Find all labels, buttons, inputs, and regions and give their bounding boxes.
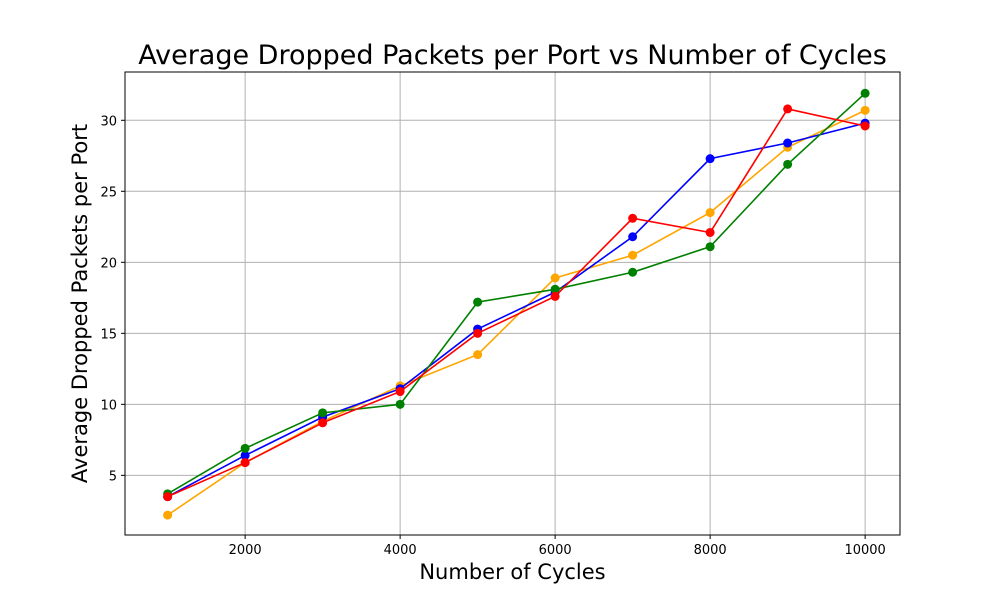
x-tick-label: 10000 xyxy=(844,543,885,558)
series-line xyxy=(167,108,866,498)
y-axis-label: Average Dropped Packets per Port xyxy=(68,124,92,483)
series-line xyxy=(167,122,866,498)
data-point xyxy=(705,154,715,164)
series-2 xyxy=(163,118,870,502)
y-tick-label: 30 xyxy=(100,114,117,129)
data-point xyxy=(240,458,250,468)
grid-lines xyxy=(125,72,900,535)
chart-title: Average Dropped Packets per Port vs Numb… xyxy=(138,40,887,71)
x-tick-label: 2000 xyxy=(229,543,262,558)
data-point xyxy=(783,104,793,114)
data-point xyxy=(473,297,483,307)
axis-ticks: 2000 4000 6000 8000 10000 5 10 15 20 25 30 xyxy=(100,114,885,558)
x-tick-label: 4000 xyxy=(384,543,417,558)
data-point xyxy=(860,88,870,98)
plot-frame xyxy=(124,71,901,536)
data-point xyxy=(628,250,638,260)
data-point xyxy=(240,450,250,460)
data-point xyxy=(163,492,173,502)
data-point xyxy=(783,159,793,169)
data-point xyxy=(860,121,870,131)
data-point xyxy=(860,105,870,115)
y-tick-label: 10 xyxy=(100,398,117,413)
data-point xyxy=(705,208,715,218)
data-point xyxy=(628,213,638,223)
series-group xyxy=(163,88,870,520)
series-1 xyxy=(163,105,870,520)
x-axis-label: Number of Cycles xyxy=(419,560,605,584)
data-point xyxy=(473,350,483,360)
series-line xyxy=(167,109,866,516)
data-point xyxy=(550,273,560,283)
data-point xyxy=(550,284,560,294)
data-point xyxy=(318,418,328,428)
data-point xyxy=(628,267,638,277)
x-tick-label: 6000 xyxy=(539,543,572,558)
data-point xyxy=(705,227,715,237)
data-point xyxy=(473,328,483,338)
data-point xyxy=(240,443,250,453)
y-tick-label: 20 xyxy=(100,256,117,271)
x-tick-label: 8000 xyxy=(694,543,727,558)
data-point xyxy=(163,510,173,520)
data-point xyxy=(550,291,560,301)
series-4 xyxy=(163,104,870,502)
series-line xyxy=(167,92,866,495)
data-point xyxy=(318,408,328,418)
series-3 xyxy=(163,88,870,499)
data-point xyxy=(705,242,715,252)
data-point xyxy=(395,387,405,397)
y-tick-label: 25 xyxy=(100,185,117,200)
y-tick-label: 15 xyxy=(100,327,117,342)
data-point xyxy=(783,138,793,148)
data-point xyxy=(628,232,638,242)
data-point xyxy=(395,399,405,409)
y-tick-label: 5 xyxy=(109,469,117,484)
